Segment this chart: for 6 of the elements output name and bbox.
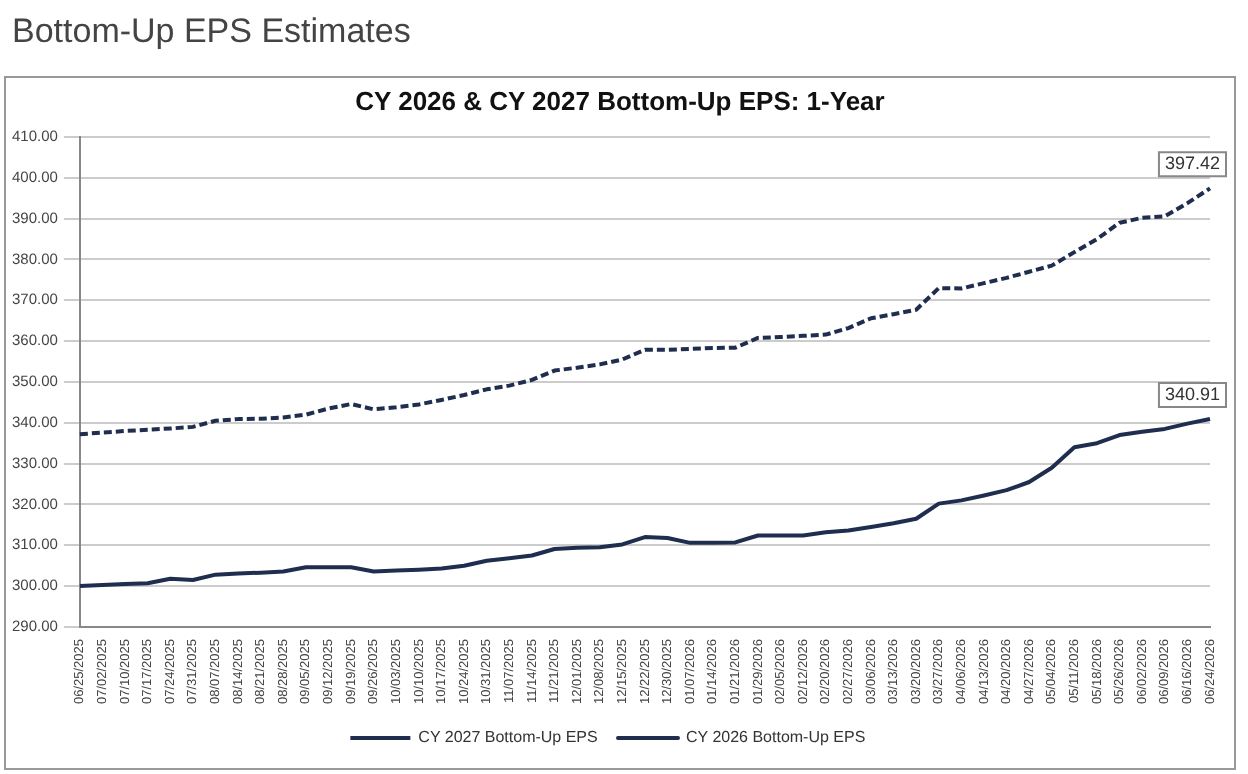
chart-title: Bottom-Up EPS Estimates (12, 12, 411, 52)
data-label: 397.42 (1164, 153, 1221, 174)
legend-label: CY 2026 Bottom-Up EPS (686, 728, 866, 747)
data-label: 340.91 (1164, 384, 1221, 405)
chart-subtitle: CY 2026 & CY 2027 Bottom-Up EPS: 1-Year (353, 86, 887, 116)
legend-label: CY 2027 Bottom-Up EPS (418, 728, 598, 747)
